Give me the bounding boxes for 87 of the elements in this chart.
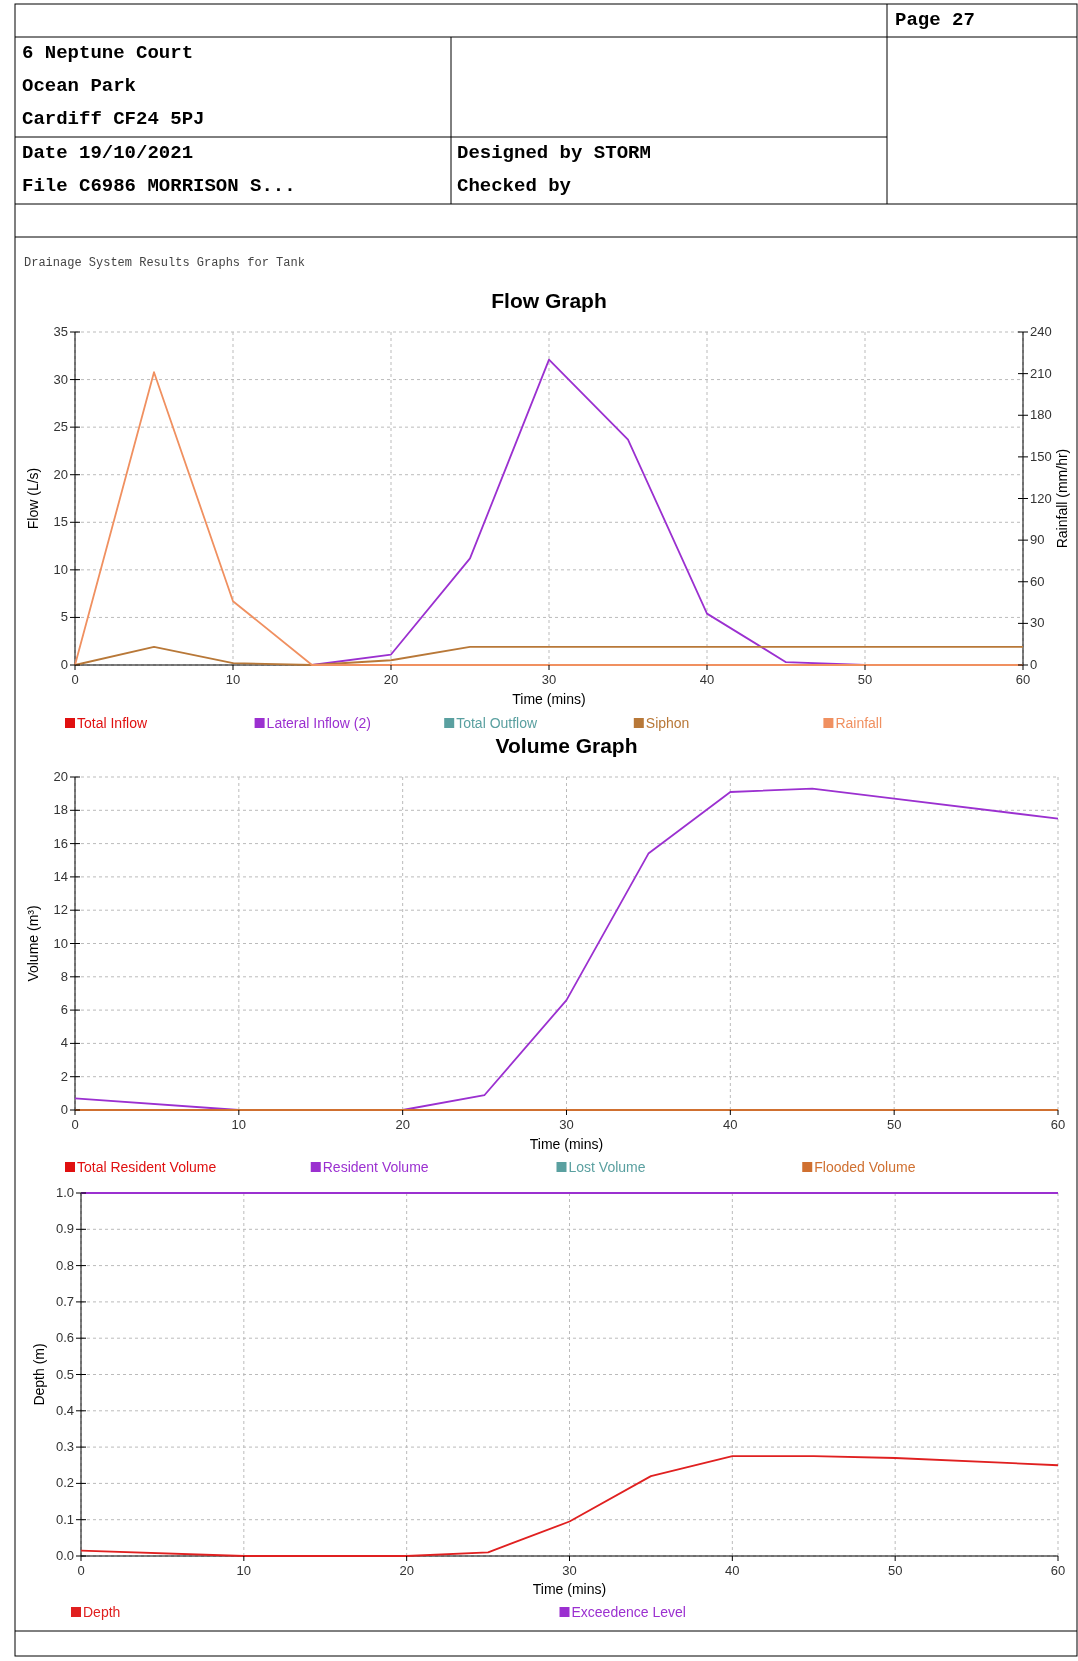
y-tick-label: 10	[53, 561, 68, 577]
y-tick-label: 0.1	[55, 1511, 74, 1527]
legend-label: Total Inflow	[77, 715, 148, 731]
y-tick-label: 0.7	[55, 1293, 74, 1309]
legend-label: Flooded Volume	[814, 1159, 916, 1175]
x-tick-label: 40	[725, 1563, 740, 1578]
y2-tick-label: 30	[1030, 615, 1045, 631]
text: Date 19/10/2021	[22, 142, 194, 164]
y-tick-label: 0.6	[55, 1330, 74, 1346]
x-tick-label: 10	[236, 1563, 252, 1578]
legend-label: Resident Volume	[322, 1159, 429, 1175]
y2-tick-label: 180	[1030, 407, 1052, 423]
y-tick-label: 0	[60, 1102, 68, 1117]
x-axis-title: Time (mins)	[512, 691, 586, 707]
x-tick-label: 50	[886, 1117, 902, 1132]
x-tick-label: 60	[1050, 1117, 1066, 1132]
y-axis-title: Volume (m³)	[25, 905, 41, 982]
y-tick-label: 8	[60, 968, 68, 984]
chart-title: Volume Graph	[495, 734, 638, 757]
text: Cardiff CF24 5PJ	[22, 108, 205, 130]
x-tick-label: 50	[887, 1563, 903, 1578]
x-tick-label: 0	[77, 1563, 85, 1578]
x-tick-label: 10	[225, 672, 241, 687]
x-tick-label: 20	[383, 672, 399, 687]
y-tick-label: 0	[60, 657, 68, 672]
y-tick-label: 6	[60, 1002, 68, 1018]
legend-label: Total Outflow	[456, 715, 539, 731]
y-tick-label: 0.5	[55, 1366, 74, 1382]
y-tick-label: 0.3	[55, 1439, 74, 1455]
y-tick-label: 0.0	[55, 1548, 74, 1563]
legend-label: Depth	[83, 1604, 121, 1620]
x-tick-label: 20	[399, 1563, 414, 1578]
text: Page 27	[895, 9, 975, 31]
legend-label: Lateral Inflow (2)	[266, 715, 371, 731]
x-axis-title: Time (mins)	[532, 1581, 607, 1597]
y-tick-label: 30	[53, 371, 68, 387]
x-tick-label: 20	[395, 1117, 410, 1132]
y2-tick-label: 210	[1030, 365, 1052, 381]
x-tick-label: 50	[857, 672, 873, 687]
legend-label: Exceedence Level	[571, 1604, 686, 1620]
y-tick-label: 0.4	[55, 1402, 74, 1418]
text: Ocean Park	[22, 75, 137, 97]
y2-tick-label: 90	[1030, 532, 1045, 548]
legend-label: Siphon	[645, 715, 690, 731]
legend-label: Lost Volume	[568, 1159, 646, 1175]
y-tick-label: 4	[60, 1035, 68, 1051]
chart-title: Flow Graph	[491, 289, 607, 312]
y2-tick-label: 0	[1030, 657, 1038, 672]
legend-label: Total Resident Volume	[77, 1159, 217, 1175]
text: Drainage System Results Graphs for Tank	[24, 256, 305, 270]
y2-tick-label: 240	[1030, 324, 1052, 339]
y-tick-label: 25	[53, 419, 68, 435]
y-tick-label: 15	[53, 514, 68, 530]
y-axis-title: Flow (L/s)	[25, 467, 41, 530]
y-tick-label: 2	[60, 1068, 68, 1084]
y-tick-label: 16	[53, 835, 68, 851]
x-tick-label: 30	[541, 672, 557, 687]
y-tick-label: 12	[53, 902, 68, 918]
y-tick-label: 18	[53, 802, 68, 818]
x-tick-label: 40	[723, 1117, 738, 1132]
y-tick-label: 10	[53, 935, 68, 951]
y-tick-label: 20	[53, 466, 68, 482]
y-tick-label: 35	[53, 324, 68, 339]
legend-label: Rainfall	[835, 715, 883, 731]
text: 6 Neptune Court	[22, 42, 194, 64]
y2-axis-title: Rainfall (mm/hr)	[1054, 448, 1070, 549]
y-tick-label: 1.0	[55, 1185, 74, 1200]
y-tick-label: 0.9	[55, 1221, 74, 1237]
text: Designed by STORM	[457, 142, 651, 164]
y2-tick-label: 60	[1030, 573, 1045, 589]
y-tick-label: 5	[60, 609, 68, 625]
y2-tick-label: 150	[1030, 448, 1052, 464]
x-tick-label: 10	[231, 1117, 247, 1132]
y-tick-label: 14	[53, 868, 68, 884]
y-tick-label: 0.8	[55, 1257, 74, 1273]
x-tick-label: 30	[559, 1117, 574, 1132]
y2-tick-label: 120	[1030, 490, 1052, 506]
x-axis-title: Time (mins)	[529, 1136, 604, 1152]
x-tick-label: 60	[1015, 672, 1031, 687]
x-tick-label: 60	[1050, 1563, 1066, 1578]
x-tick-label: 40	[699, 672, 715, 687]
text: File C6986 MORRISON S...	[22, 175, 296, 197]
y-tick-label: 20	[53, 769, 68, 784]
y-axis-title: Depth (m)	[31, 1343, 47, 1406]
x-tick-label: 30	[562, 1563, 577, 1578]
text: Checked by	[457, 175, 572, 197]
y-tick-label: 0.2	[55, 1475, 74, 1491]
